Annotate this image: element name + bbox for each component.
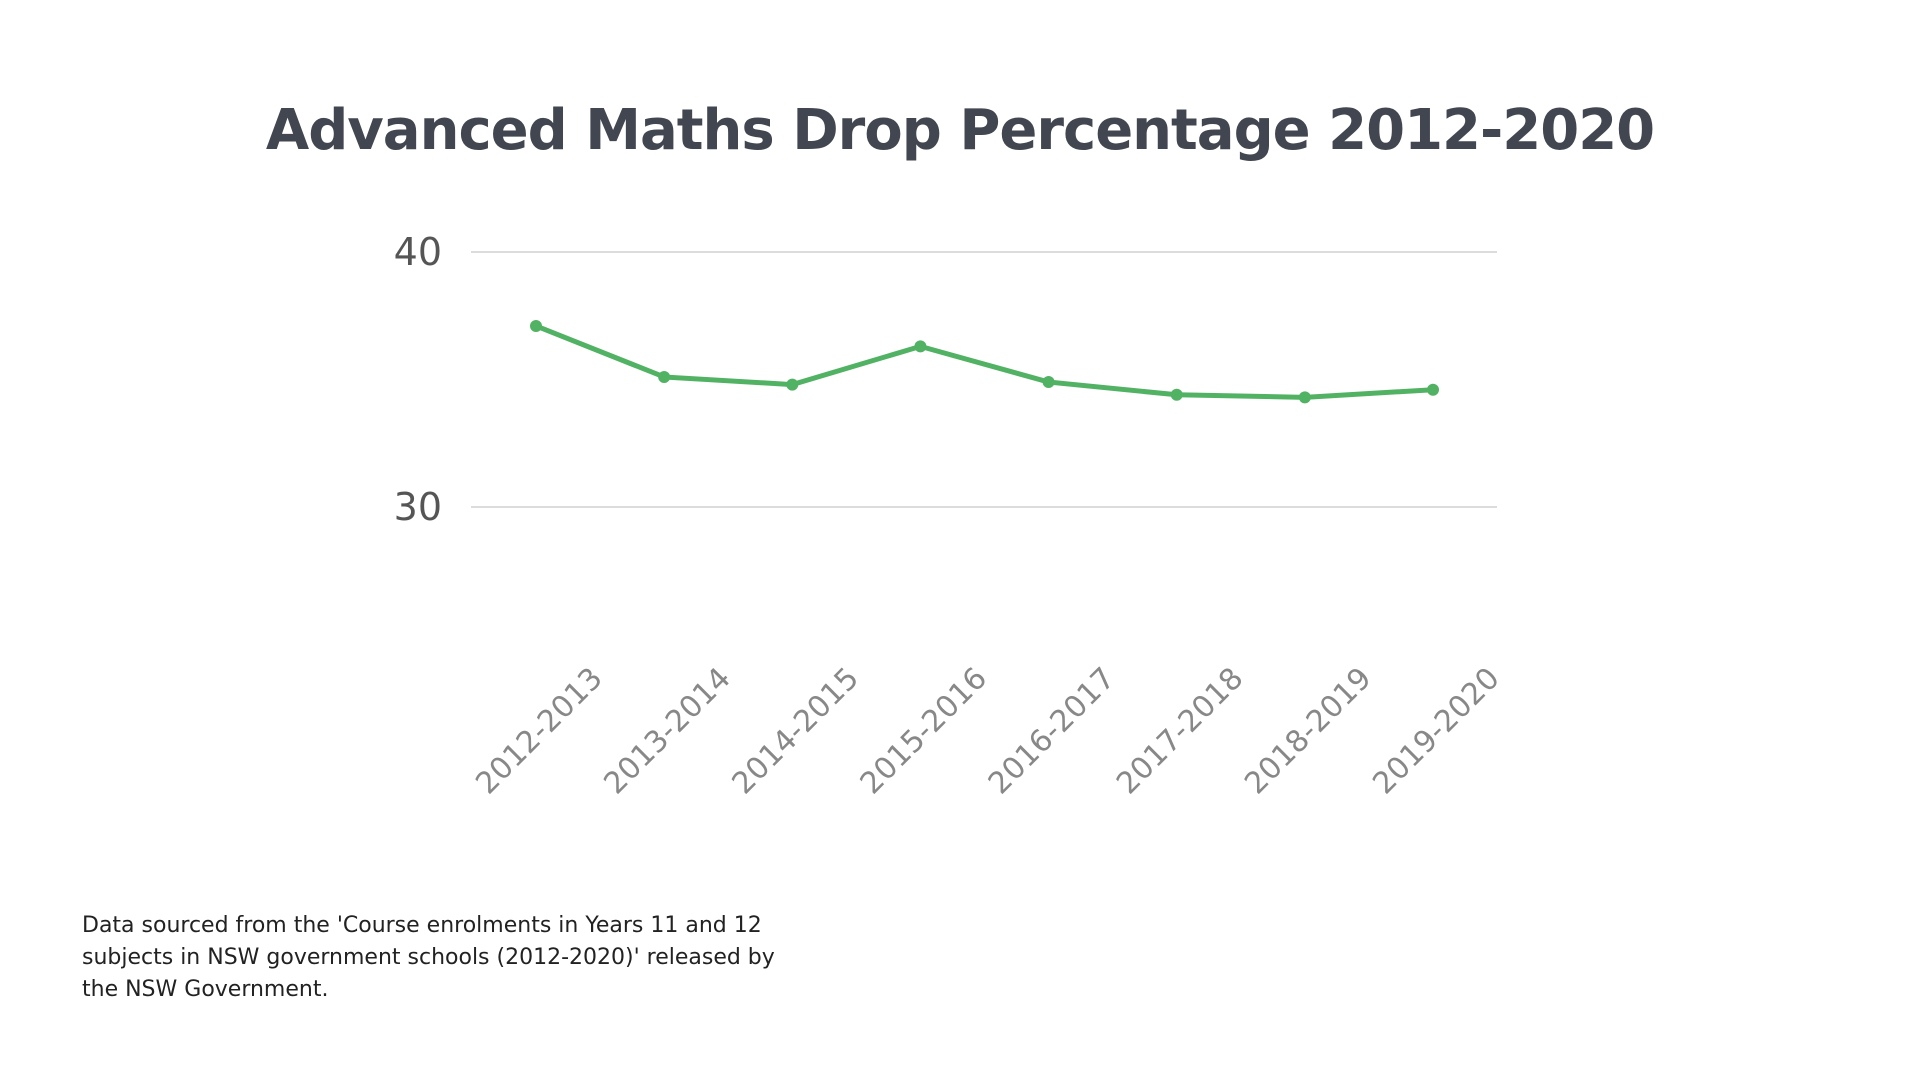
x-tick-label: 2018-2019: [1238, 661, 1378, 801]
data-point: [1298, 391, 1311, 404]
y-tick-label: 30: [394, 485, 442, 529]
data-point: [786, 378, 799, 391]
chart-title: Advanced Maths Drop Percentage 2012-2020: [265, 98, 1655, 163]
data-source-note: Data sourced from the 'Course enrolments…: [82, 913, 775, 1002]
data-point: [530, 319, 542, 332]
line-chart: 30 40 2012-20132013-20142014-20152015-2016…: [394, 230, 1507, 801]
x-tick-label: 2014-2015: [726, 661, 866, 801]
data-point: [914, 340, 927, 353]
x-tick-label: 2013-2014: [597, 661, 737, 801]
series-line: [535, 323, 1434, 400]
x-tick-label: 2015-2016: [854, 661, 994, 801]
data-point: [1042, 376, 1055, 389]
data-point: [658, 370, 671, 383]
x-tick-label: 2016-2017: [982, 661, 1122, 801]
x-tick-label: 2012-2013: [469, 661, 609, 801]
y-tick-label: 40: [394, 230, 442, 274]
data-point: [1170, 388, 1183, 401]
data-point: [1427, 383, 1439, 396]
x-tick-label: 2019-2020: [1366, 661, 1506, 801]
x-tick-label: 2017-2018: [1110, 661, 1250, 801]
